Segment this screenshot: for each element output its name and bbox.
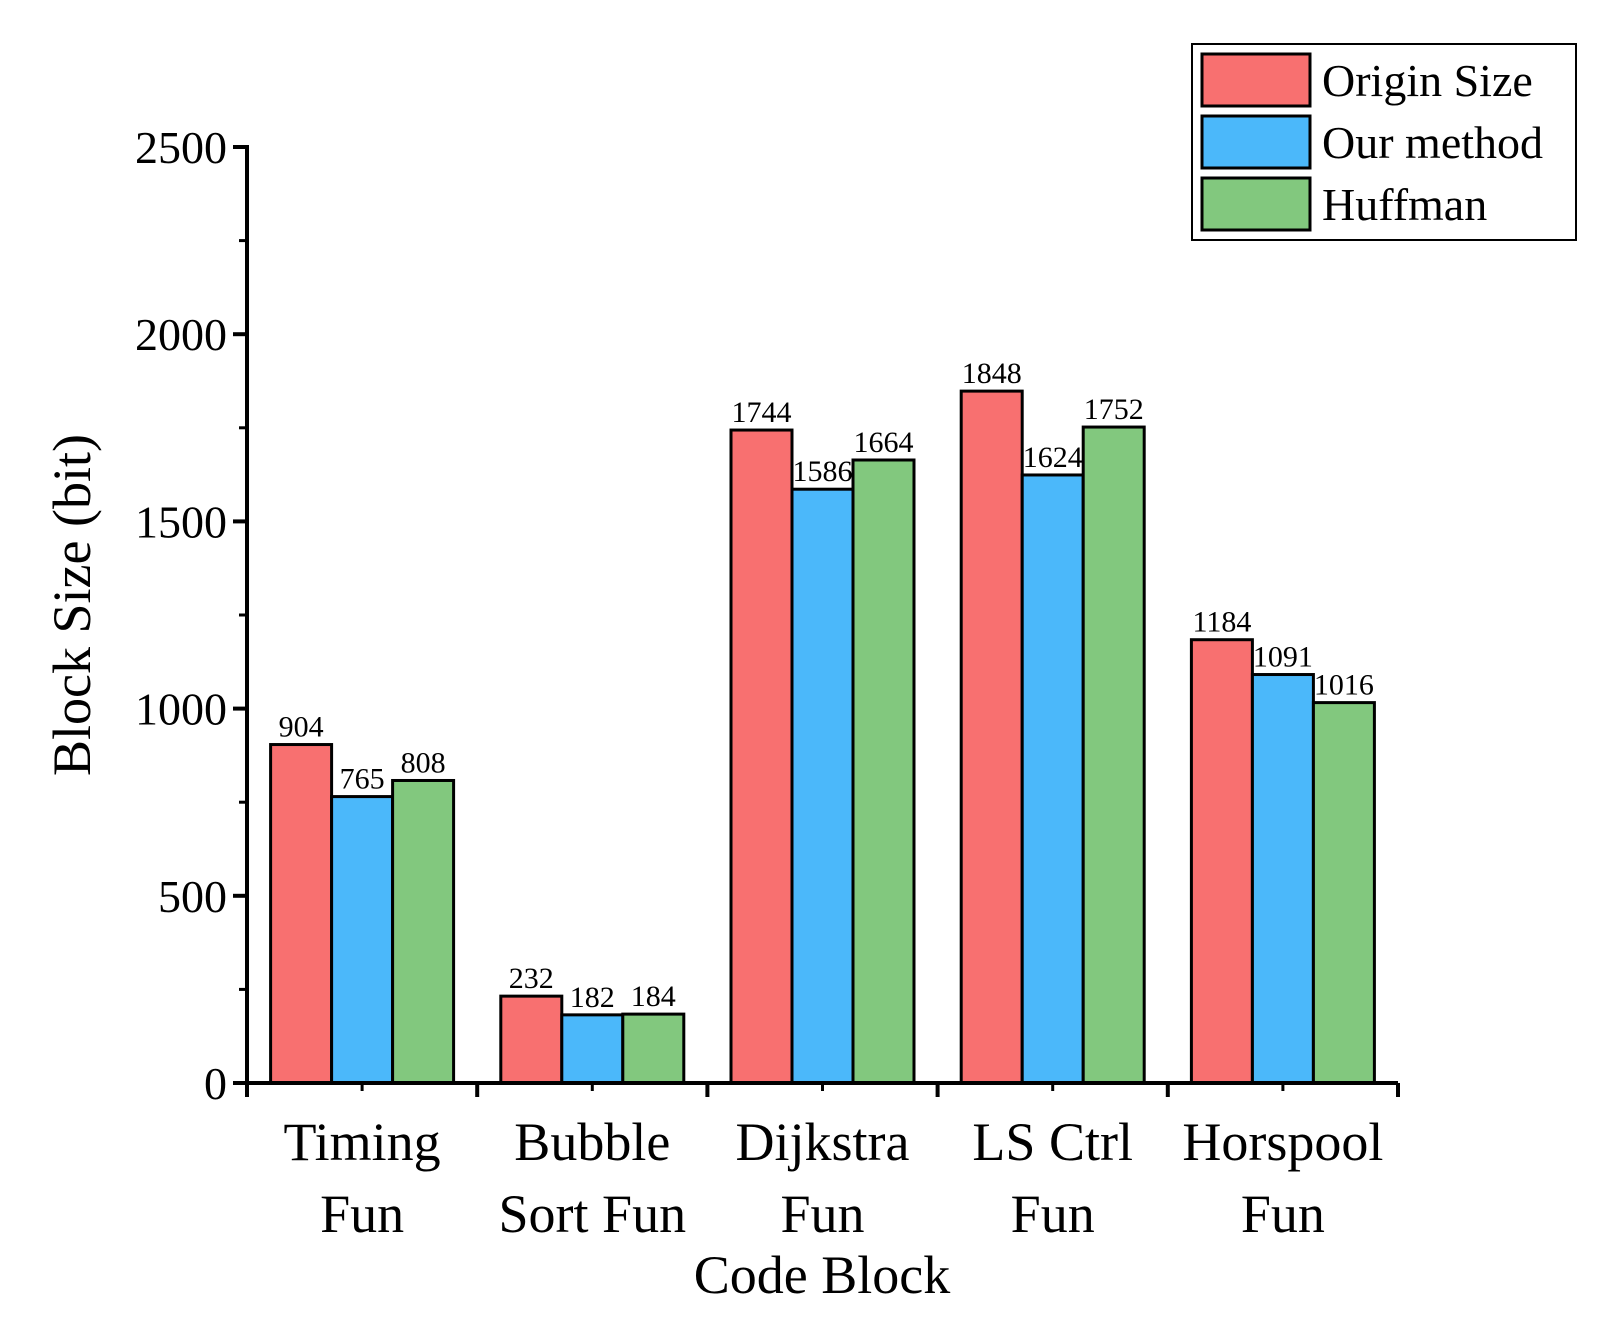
x-tick-label: Fun (320, 1184, 404, 1244)
data-label: 765 (340, 763, 385, 796)
x-tick-label: Timing (284, 1112, 441, 1172)
x-tick-label: Bubble (514, 1112, 670, 1172)
x-tick-label: Dijkstra (736, 1112, 910, 1172)
data-label: 1848 (962, 357, 1022, 390)
x-tick-label: LS Ctrl (972, 1112, 1133, 1172)
data-label: 904 (279, 711, 324, 744)
x-tick-label: Fun (1011, 1184, 1095, 1244)
bar-our-method-2 (790, 487, 855, 1085)
y-tick-label: 1500 (135, 496, 227, 547)
data-label: 1624 (1023, 441, 1083, 474)
bar-origin-size-1 (499, 994, 564, 1085)
legend-swatch-origin-size (1200, 52, 1312, 108)
data-label: 184 (631, 980, 676, 1013)
bar-origin-size-3 (959, 389, 1024, 1085)
legend-swatch-huffman (1200, 176, 1312, 232)
x-tick-label: Sort Fun (499, 1184, 687, 1244)
bar-our-method-1 (560, 1013, 625, 1085)
legend-label: Our method (1322, 117, 1543, 168)
y-tick-label: 2500 (135, 122, 227, 173)
data-label: 1091 (1253, 641, 1313, 674)
x-axis-title: Code Block (694, 1245, 950, 1305)
bar-our-method-4 (1250, 673, 1315, 1085)
bar-origin-size-0 (269, 743, 334, 1085)
data-label: 1184 (1192, 606, 1251, 639)
bars-layer (269, 389, 1376, 1085)
y-tick-label: 500 (158, 871, 227, 922)
bar-huffman-2 (851, 458, 916, 1085)
legend-swatch-our-method (1200, 114, 1312, 170)
y-tick-label: 2000 (135, 309, 227, 360)
bar-origin-size-2 (729, 428, 794, 1085)
y-axis-title: Block Size (bit) (42, 434, 102, 776)
axes-layer: Timing Fun Bubble Sort Fun Dijkstra Fun LS Ctr… (135, 122, 1400, 1244)
bar-huffman-0 (391, 778, 456, 1085)
data-label: 808 (401, 746, 446, 779)
data-label: 1744 (732, 396, 792, 429)
x-tick-label: Horspool (1182, 1112, 1383, 1172)
data-label: 1586 (793, 455, 853, 488)
y-tick-label: 1000 (135, 684, 227, 735)
legend-label: Origin Size (1322, 55, 1533, 106)
x-tick-label: Fun (1241, 1184, 1325, 1244)
bar-huffman-3 (1081, 425, 1146, 1085)
bar-origin-size-4 (1189, 638, 1254, 1085)
data-label: 232 (509, 962, 554, 995)
data-label: 1664 (854, 426, 914, 459)
bar-huffman-1 (621, 1012, 686, 1085)
x-tick-label: Fun (780, 1184, 864, 1244)
bar-huffman-4 (1311, 701, 1376, 1085)
y-tick-label: 0 (204, 1058, 227, 1109)
data-label: 182 (570, 981, 615, 1014)
data-label: 1752 (1084, 393, 1144, 426)
data-label: 1016 (1314, 669, 1374, 702)
legend: Origin Size Our method Huffman (1191, 43, 1577, 241)
legend-label: Huffman (1322, 179, 1487, 230)
bar-our-method-0 (330, 795, 395, 1085)
bar-our-method-3 (1020, 473, 1085, 1085)
